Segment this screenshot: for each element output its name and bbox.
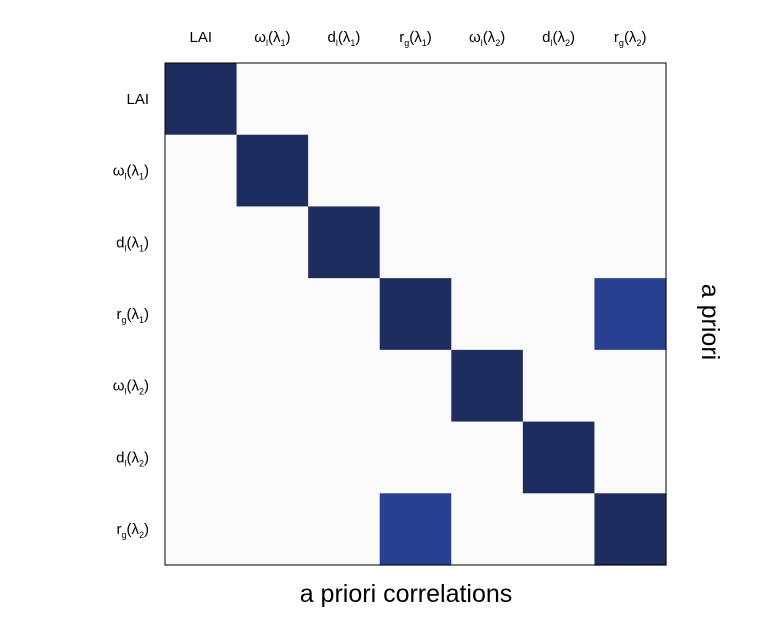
heatmap-cell bbox=[236, 493, 309, 566]
tick-label: ωl(λ2) bbox=[469, 29, 505, 48]
heatmap-cell bbox=[165, 493, 238, 566]
tick-label: rg(λ1) bbox=[116, 306, 149, 325]
heatmap-cell bbox=[451, 421, 524, 494]
heatmap-cell bbox=[451, 349, 524, 423]
right-axis-label: a priori bbox=[696, 284, 724, 360]
tick-label: ωl(λ1) bbox=[113, 163, 149, 182]
heatmap-cell bbox=[451, 206, 524, 279]
heatmap-cell bbox=[308, 278, 381, 351]
heatmap-cell bbox=[165, 63, 238, 136]
heatmap-cell bbox=[379, 206, 452, 279]
heatmap-cell bbox=[308, 349, 381, 423]
y-tick-labels: LAI ωl(λ1) dl(λ1) rg(λ1) ωl(λ2) dl(λ2) rg(λ2) bbox=[113, 91, 149, 540]
heatmap-cell bbox=[379, 63, 452, 136]
tick-label: rg(λ2) bbox=[116, 521, 149, 540]
heatmap-cell bbox=[308, 421, 381, 494]
heatmap-cell bbox=[594, 206, 667, 279]
heatmap-cell bbox=[594, 493, 667, 566]
heatmap-cell bbox=[594, 349, 667, 423]
heatmap-cell bbox=[308, 134, 381, 208]
tick-label: dl(λ2) bbox=[116, 449, 149, 468]
heatmap-cell bbox=[522, 63, 596, 136]
heatmap-cell bbox=[236, 278, 309, 351]
heatmap-cell bbox=[165, 349, 238, 423]
heatmap-cell bbox=[236, 206, 309, 279]
x-tick-labels: LAI ωl(λ1) dl(λ1) rg(λ1) ωl(λ2) dl(λ2) rg(λ2) bbox=[190, 29, 647, 48]
heatmap-cell bbox=[379, 278, 452, 351]
heatmap-cell bbox=[165, 421, 238, 494]
heatmap-cell bbox=[308, 206, 381, 279]
tick-label: LAI bbox=[126, 91, 149, 108]
heatmap-cell bbox=[451, 278, 524, 351]
heatmap-cell bbox=[522, 349, 596, 423]
heatmap-cell bbox=[522, 493, 596, 566]
tick-label: ωl(λ2) bbox=[113, 378, 149, 397]
heatmap-cell bbox=[236, 134, 309, 208]
heatmap-cell bbox=[594, 421, 667, 494]
tick-label: rg(λ1) bbox=[399, 29, 432, 48]
heatmap-cells bbox=[165, 63, 667, 566]
heatmap-cell bbox=[379, 134, 452, 208]
heatmap-cell bbox=[165, 278, 238, 351]
heatmap-cell bbox=[165, 134, 238, 208]
heatmap-cell bbox=[594, 134, 667, 208]
heatmap-cell bbox=[451, 493, 524, 566]
tick-label: dl(λ2) bbox=[542, 29, 575, 48]
tick-label: rg(λ2) bbox=[614, 29, 647, 48]
heatmap-cell bbox=[522, 134, 596, 208]
heatmap-cell bbox=[236, 349, 309, 423]
heatmap-cell bbox=[522, 206, 596, 279]
x-axis-label: a priori correlations bbox=[300, 580, 513, 608]
heatmap-cell bbox=[308, 63, 381, 136]
heatmap-cell bbox=[451, 63, 524, 136]
heatmap-cell bbox=[236, 63, 309, 136]
tick-label: LAI bbox=[190, 29, 213, 46]
heatmap-cell bbox=[594, 278, 667, 351]
tick-label: dl(λ1) bbox=[327, 29, 360, 48]
tick-label: dl(λ1) bbox=[116, 234, 149, 253]
heatmap-cell bbox=[451, 134, 524, 208]
heatmap-cell bbox=[379, 421, 452, 494]
heatmap-cell bbox=[522, 421, 596, 494]
heatmap-cell bbox=[594, 63, 667, 136]
heatmap-cell bbox=[308, 493, 381, 566]
heatmap-cell bbox=[379, 493, 452, 566]
heatmap-cell bbox=[236, 421, 309, 494]
heatmap-cell bbox=[379, 349, 452, 423]
heatmap-cell bbox=[165, 206, 238, 279]
heatmap-cell bbox=[522, 278, 596, 351]
tick-label: ωl(λ1) bbox=[254, 29, 290, 48]
plot-frame bbox=[164, 62, 667, 566]
